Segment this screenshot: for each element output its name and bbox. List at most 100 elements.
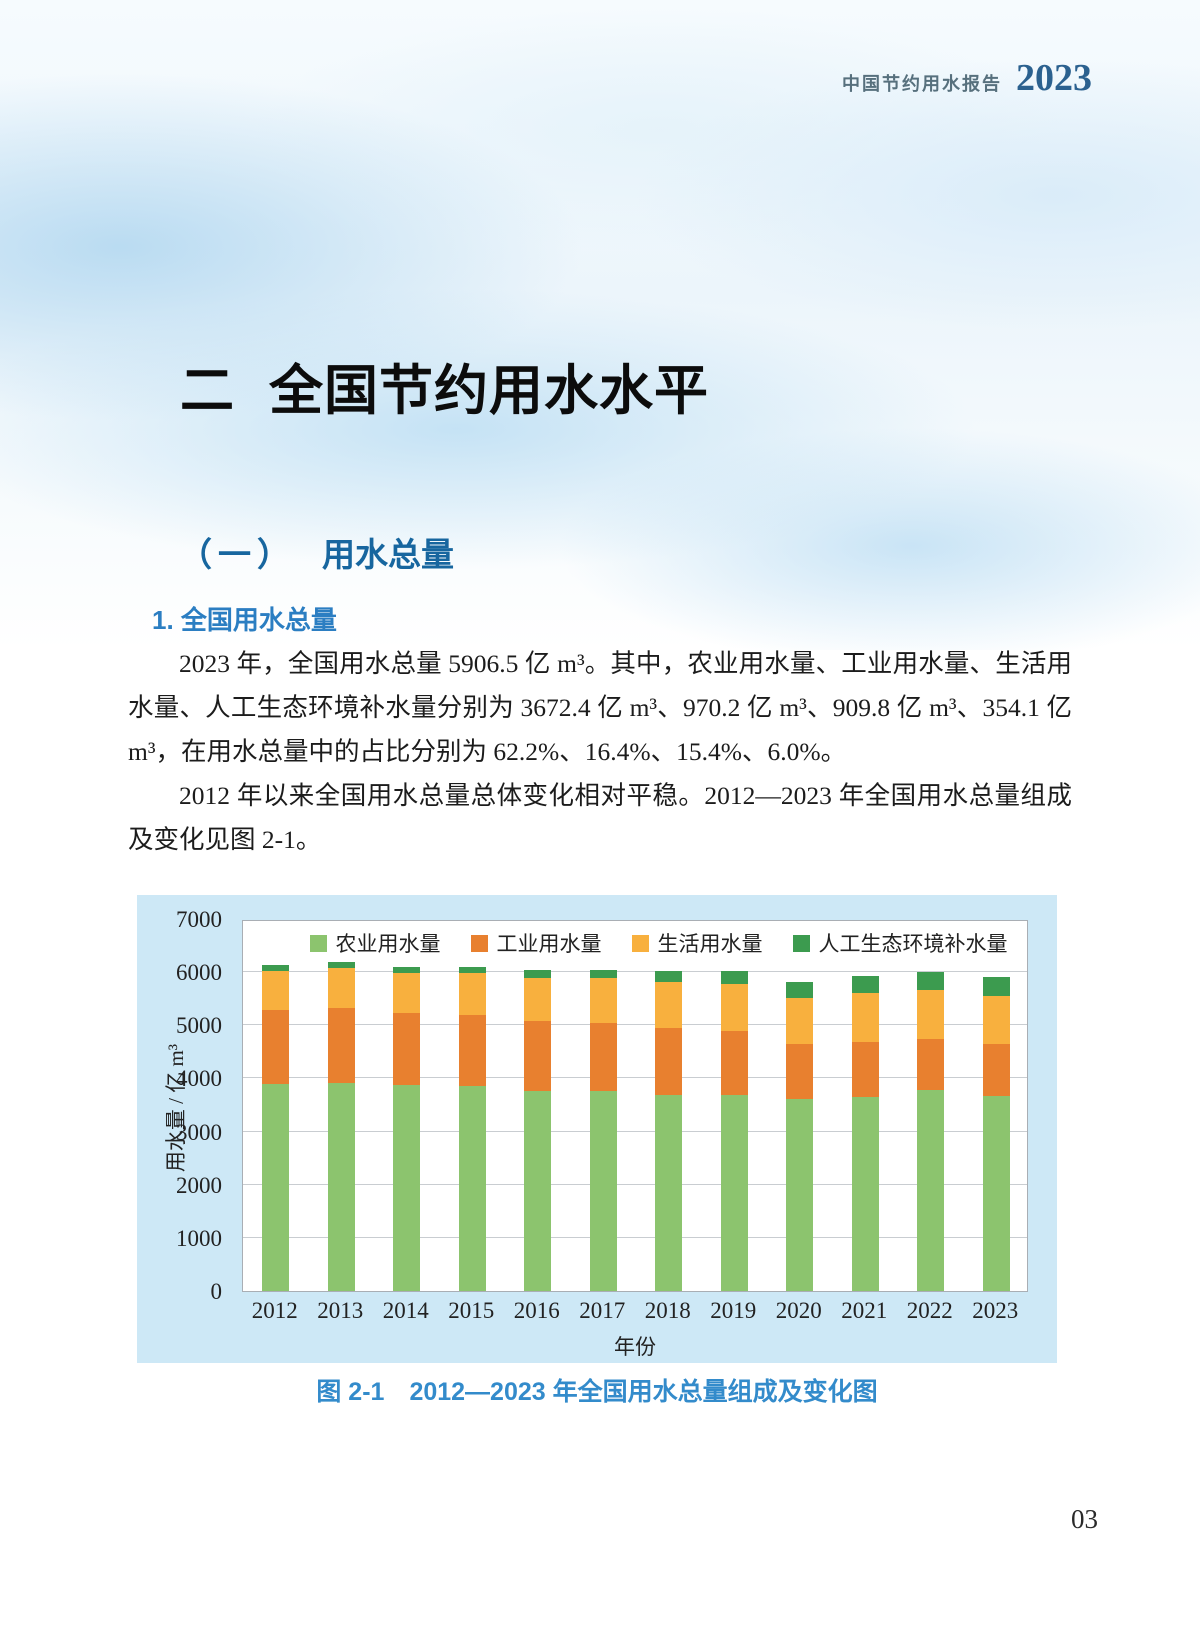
section-title-text: 全国节约用水水平 (269, 361, 709, 421)
page-header: 中国节约用水报告 2023 (842, 56, 1092, 100)
y-tick-4000: 4000 (176, 1066, 222, 1092)
stacked-bar-2018 (655, 971, 683, 1291)
gridline-1000 (243, 1236, 1027, 1238)
stacked-bar-2013 (327, 962, 355, 1291)
bar-segment (524, 1021, 552, 1091)
x-tick-2014: 2014 (382, 1298, 429, 1323)
y-tick-6000: 6000 (176, 960, 222, 986)
bar-segment (458, 1086, 486, 1291)
bar-segment (851, 1097, 879, 1291)
paragraph-trend-since-2012: 2012 年以来全国用水总量总体变化相对平稳。2012—2023 年全国用水总量… (128, 781, 1072, 854)
y-axis-tick-labels: 0 1000 2000 3000 4000 5000 6000 7000 (137, 907, 232, 1304)
bar-segment (982, 995, 1010, 1045)
report-year: 2023 (1016, 57, 1092, 99)
x-tick-2012: 2012 (251, 1298, 298, 1323)
x-tick-2016: 2016 (513, 1298, 560, 1323)
legend-item: 农业用水量 (309, 928, 441, 958)
y-tick-3000: 3000 (176, 1119, 222, 1145)
body-text: 2023 年，全国用水总量 5906.5 亿 m³。其中，农业用水量、工业用水量… (128, 642, 1072, 862)
bar-segment (262, 970, 290, 1011)
figure-caption: 图 2-1 2012—2023 年全国用水总量组成及变化图 (316, 1378, 878, 1406)
y-tick-7000: 7000 (176, 907, 222, 932)
x-tick-2022: 2022 (906, 1298, 953, 1323)
x-axis-tick-labels: 2012 2013 2014 2015 2016 2017 2018 2019 2020 2021… (242, 1298, 1028, 1328)
bar-segment (393, 972, 421, 1014)
bar-segment (589, 978, 617, 1023)
stacked-bar-2012 (262, 965, 290, 1291)
bar-segment (786, 982, 814, 999)
x-tick-2018: 2018 (644, 1298, 691, 1323)
subsection-heading: （一） 用水总量 (179, 528, 454, 576)
legend-item: 人工生态环境补水量 (792, 928, 1008, 958)
bar-segment (917, 990, 945, 1039)
stacked-bar-2021 (851, 976, 879, 1291)
sky-cloud-banner (0, 0, 1200, 650)
bar-segment (393, 967, 421, 973)
bar-segment (720, 984, 748, 1031)
bar-segment (917, 1038, 945, 1091)
y-tick-5000: 5000 (176, 1013, 222, 1039)
paragraph-total-water-use: 2023 年，全国用水总量 5906.5 亿 m³。其中，农业用水量、工业用水量… (128, 649, 1072, 766)
stacked-bar-2016 (524, 970, 552, 1291)
gridline-5000 (243, 1024, 1027, 1026)
x-tick-2015: 2015 (448, 1298, 495, 1323)
legend-item: 生活用水量 (631, 928, 763, 958)
bar-segment (917, 1090, 945, 1291)
bar-segment (655, 971, 683, 983)
legend-label: 工业用水量 (496, 932, 602, 956)
bar-segment (393, 1085, 421, 1291)
bar-segment (851, 976, 879, 994)
bar-segment (655, 1094, 683, 1291)
figure-2-1-chart: 用水量 / 亿 m³ 0 1000 2000 3000 4000 5000 6000 7000… (137, 895, 1057, 1363)
legend-swatch-icon (470, 934, 488, 952)
bar-segment (262, 965, 290, 971)
legend-label: 农业用水量 (335, 932, 441, 956)
bar-segment (720, 1030, 748, 1096)
bar-segment (917, 972, 945, 991)
x-tick-2013: 2013 (317, 1298, 364, 1323)
gridline-2000 (243, 1183, 1027, 1185)
stacked-bar-2019 (720, 971, 748, 1291)
bar-segment (851, 993, 879, 1042)
x-axis-title: 年份 (614, 1335, 656, 1359)
subsection-number: （一） (179, 538, 296, 574)
bar-segment (262, 1083, 290, 1291)
bar-segment (982, 1095, 1010, 1291)
bar-segment (589, 969, 617, 979)
report-title: 中国节约用水报告 (842, 74, 1002, 94)
bar-segment (786, 1044, 814, 1100)
gridline-6000 (243, 971, 1027, 973)
numbered-subheading: 1. 全国用水总量 (152, 605, 337, 635)
bar-segment (458, 1015, 486, 1087)
bar-segment (327, 962, 355, 969)
gridline-3000 (243, 1130, 1027, 1132)
y-tick-2000: 2000 (176, 1172, 222, 1198)
bar-segment (524, 1090, 552, 1291)
bar-segment (458, 966, 486, 974)
stacked-bar-2020 (786, 982, 814, 1291)
x-tick-2023: 2023 (972, 1298, 1019, 1323)
bar-segment (655, 1027, 683, 1095)
bar-segment (458, 973, 486, 1016)
bar-segment (589, 1022, 617, 1091)
bar-segment (393, 1013, 421, 1086)
section-number: 二 (180, 361, 235, 421)
bar-segment (262, 1010, 290, 1084)
x-tick-2021: 2021 (841, 1298, 888, 1323)
bar-segment (720, 1095, 748, 1291)
y-tick-1000: 1000 (176, 1225, 222, 1251)
chart-legend: 农业用水量 工业用水量 生活用水量 人工生态环境补水量 (309, 928, 1008, 958)
plot-area: 农业用水量 工业用水量 生活用水量 人工生态环境补水量 (242, 920, 1028, 1292)
legend-swatch-icon (309, 934, 327, 952)
bar-segment (786, 998, 814, 1045)
bar-segment (524, 970, 552, 978)
legend-item: 工业用水量 (470, 928, 602, 958)
legend-label: 人工生态环境补水量 (818, 932, 1008, 956)
bar-segment (982, 1044, 1010, 1096)
bar-segment (327, 968, 355, 1008)
bar-segment (327, 1082, 355, 1291)
stacked-bar-2015 (458, 966, 486, 1291)
stacked-bar-2017 (589, 969, 617, 1291)
legend-swatch-icon (631, 934, 649, 952)
